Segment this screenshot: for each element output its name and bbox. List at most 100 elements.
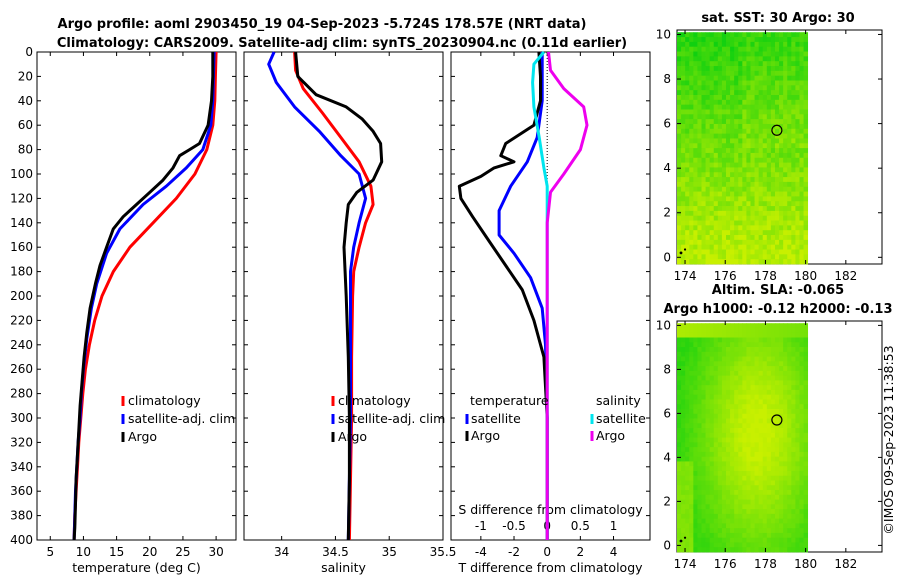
sla_map-cell bbox=[725, 389, 731, 396]
sst_map-cell bbox=[725, 41, 731, 48]
sst_map-cell bbox=[705, 95, 711, 101]
sla_map-cell bbox=[754, 380, 760, 386]
sla_map-cell bbox=[746, 494, 751, 500]
sla_map-cell bbox=[787, 523, 792, 529]
sst_map-cell bbox=[787, 114, 792, 120]
sla_map-cell bbox=[742, 389, 747, 396]
sla_map-cell bbox=[693, 404, 698, 410]
sst_map-cell bbox=[803, 239, 809, 246]
sst_map-cell bbox=[770, 90, 776, 96]
sla_map-cell bbox=[758, 337, 764, 343]
sst_map-cell bbox=[734, 215, 739, 221]
sla_map-ytick-label: 0 bbox=[663, 538, 671, 552]
sst_map-cell bbox=[709, 138, 715, 144]
sla_map-cell bbox=[709, 480, 715, 486]
sla_map-cell bbox=[681, 342, 686, 348]
sst_map-cell bbox=[791, 85, 796, 91]
sst_map-cell bbox=[770, 177, 776, 183]
sla_map-cell bbox=[783, 323, 788, 329]
sst_map-cell bbox=[709, 239, 715, 246]
sla_map-cell bbox=[758, 389, 764, 396]
sla_map-cell bbox=[713, 461, 719, 467]
sst_map-cell bbox=[705, 230, 711, 236]
sla_map-cell bbox=[803, 504, 809, 510]
sst_map-cell bbox=[779, 230, 784, 236]
sla_map-cell bbox=[721, 470, 727, 477]
sst_map-cell bbox=[783, 177, 788, 183]
sst_map-cell bbox=[705, 80, 711, 86]
sst_map-cell bbox=[746, 210, 751, 217]
sla_map-cell bbox=[713, 451, 719, 458]
sst_map-cell bbox=[754, 152, 760, 159]
sst_map-cell bbox=[689, 172, 694, 178]
sst_map-cell bbox=[787, 95, 792, 101]
sst_map-cell bbox=[746, 215, 751, 221]
sla_map-cell bbox=[774, 413, 780, 419]
sst_map-cell bbox=[774, 70, 780, 77]
sla_map-cell bbox=[750, 385, 755, 391]
sla_map-cell bbox=[762, 385, 768, 391]
sst_map-cell bbox=[783, 249, 788, 255]
sst_map-cell bbox=[787, 157, 792, 163]
sst_map-cell bbox=[721, 56, 727, 62]
sla_map-cell bbox=[758, 451, 764, 458]
sst_map-cell bbox=[803, 66, 809, 72]
sla_map-cell bbox=[742, 351, 747, 357]
sst_map-cell bbox=[766, 249, 772, 255]
sst_map-cell bbox=[721, 119, 727, 125]
sst_map-cell bbox=[762, 201, 768, 207]
sst_map-cell bbox=[738, 90, 743, 96]
sst_map-cell bbox=[754, 46, 760, 52]
sla_map-cell bbox=[758, 537, 764, 543]
sst_map-cell bbox=[734, 128, 739, 135]
sst_map-cell bbox=[721, 196, 727, 202]
sla_map-cell bbox=[791, 437, 796, 443]
sst_map-cell bbox=[709, 46, 715, 52]
sst_map-cell bbox=[721, 254, 727, 260]
sst_map-cell bbox=[725, 119, 731, 125]
sst_map-cell bbox=[783, 90, 788, 96]
sla_map-cell bbox=[734, 518, 739, 524]
sst_map-cell bbox=[766, 244, 772, 250]
sla_map-cell bbox=[762, 442, 768, 448]
sla_map-cell bbox=[787, 480, 792, 486]
sst_map-cell bbox=[766, 104, 772, 110]
sla_map-cell bbox=[730, 404, 735, 410]
sst_map-cell bbox=[705, 148, 711, 154]
sst_map-cell bbox=[774, 95, 780, 101]
sla_map-cell bbox=[734, 409, 739, 415]
sst_map-cell bbox=[795, 148, 800, 154]
sla_map-cell bbox=[750, 389, 755, 396]
sst_map-cell bbox=[701, 148, 706, 154]
sst_map-cell bbox=[787, 162, 792, 168]
sla_map-cell bbox=[791, 337, 796, 343]
sla_map-cell bbox=[783, 342, 788, 348]
sst_map-cell bbox=[746, 186, 751, 192]
sla_map-cell bbox=[681, 456, 686, 462]
sla_map-cell bbox=[697, 442, 702, 448]
sst_map-cell bbox=[774, 191, 780, 197]
temperature-series-argo bbox=[72, 52, 215, 541]
sla_map-cell bbox=[697, 361, 702, 367]
sst_map-cell bbox=[742, 95, 747, 101]
sla_map-cell bbox=[717, 399, 723, 405]
sst_map-cell bbox=[685, 128, 690, 135]
sla_map-cell bbox=[770, 375, 776, 381]
sst_map-cell bbox=[754, 206, 760, 212]
sla_map-cell bbox=[754, 323, 760, 329]
sla_map-cell bbox=[750, 327, 755, 334]
sla_map-cell bbox=[799, 337, 804, 343]
sla_map-cell bbox=[713, 394, 719, 400]
sst_map-cell bbox=[762, 172, 768, 178]
sla_map-cell bbox=[799, 356, 804, 362]
sst_map-cell bbox=[783, 75, 788, 81]
sla_map-cell bbox=[709, 356, 715, 362]
sst_map-cell bbox=[766, 37, 772, 43]
sla_map-cell bbox=[730, 356, 735, 362]
sla_map-cell bbox=[725, 342, 731, 348]
sla_map-cell bbox=[693, 351, 698, 357]
sla_map-cell bbox=[791, 356, 796, 362]
sla_map-cell bbox=[725, 480, 731, 486]
sla_map-cell bbox=[738, 461, 743, 467]
sla_map-cell bbox=[713, 413, 719, 419]
